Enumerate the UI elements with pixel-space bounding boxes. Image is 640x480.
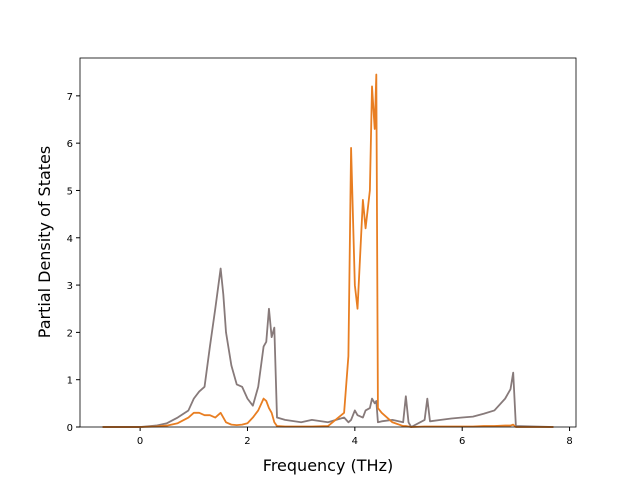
y-tick-label: 3: [67, 281, 73, 292]
x-tick-label: 4: [352, 436, 358, 447]
y-tick-label: 0: [67, 423, 73, 434]
x-tick-label: 2: [244, 436, 250, 447]
y-tick-label: 5: [67, 186, 73, 197]
series-line: [102, 267, 554, 428]
x-tick-label: 0: [137, 436, 143, 447]
y-tick-label: 7: [67, 92, 73, 103]
plot-frame: [79, 57, 577, 428]
y-tick-label: 4: [67, 234, 73, 245]
y-axis-label: Partial Density of States: [35, 146, 54, 338]
y-tick-label: 2: [67, 328, 73, 339]
x-tick-label: 6: [459, 436, 465, 447]
y-tick-label: 1: [67, 376, 73, 387]
x-axis-label: Frequency (THz): [263, 456, 393, 475]
series-line: [102, 73, 554, 428]
x-tick-label: 8: [566, 436, 572, 447]
y-tick-label: 6: [67, 139, 73, 150]
